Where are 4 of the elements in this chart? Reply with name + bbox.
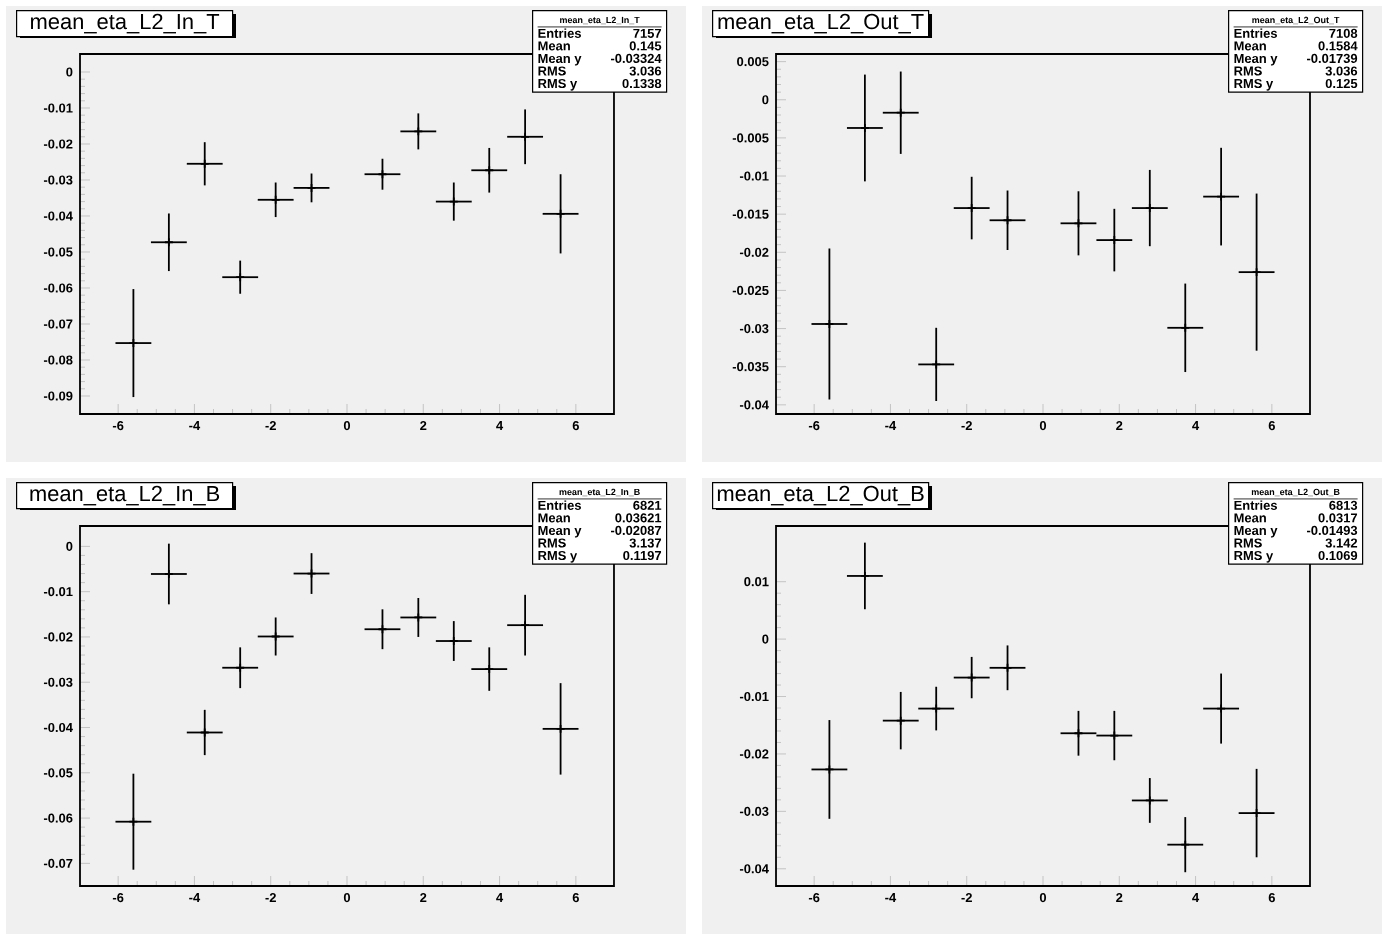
chart-title: mean_eta_L2_Out_T bbox=[718, 13, 924, 34]
chart-title: mean_eta_L2_Out_B bbox=[717, 485, 924, 506]
chart-title: mean_eta_L2_In_T bbox=[31, 13, 220, 34]
chart-title: mean_eta_L2_In_B bbox=[30, 485, 220, 506]
